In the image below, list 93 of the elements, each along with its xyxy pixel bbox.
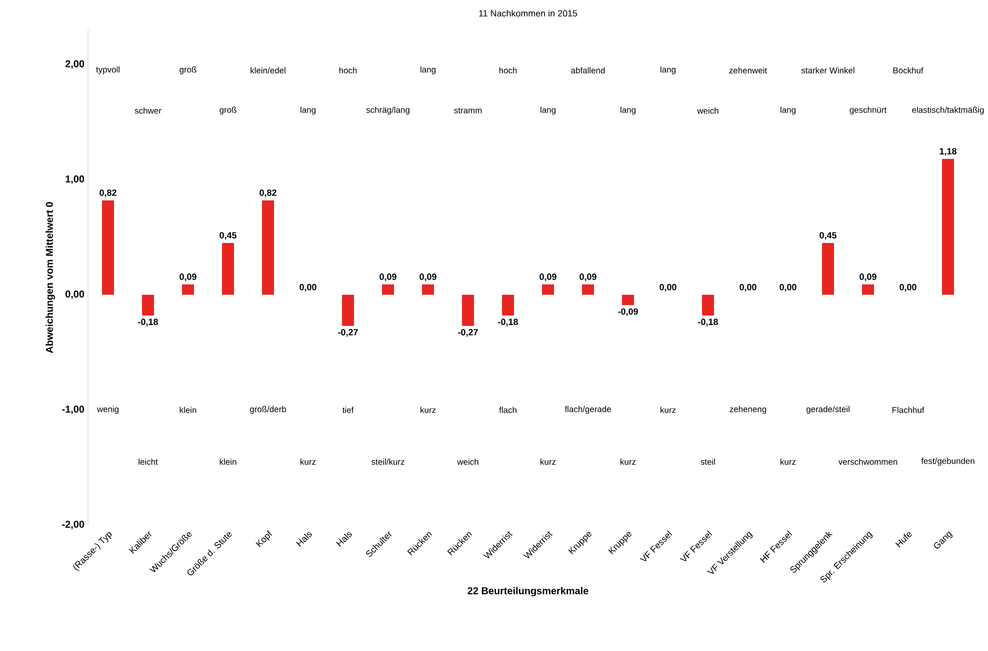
data-label: 0,09 bbox=[580, 274, 596, 282]
bar bbox=[382, 284, 394, 295]
data-label: 0,09 bbox=[180, 274, 196, 282]
data-label: -0,18 bbox=[138, 318, 158, 326]
data-label: 0,09 bbox=[380, 274, 396, 282]
y-tick-label: 1,00 bbox=[66, 175, 84, 184]
annotation: flach bbox=[499, 406, 516, 413]
bar bbox=[462, 294, 474, 326]
annotation: weich bbox=[697, 107, 718, 114]
data-label: -0,27 bbox=[338, 329, 358, 337]
annotation: tief bbox=[342, 406, 354, 413]
annotation: zehenweit bbox=[729, 67, 768, 74]
data-label: 0,45 bbox=[220, 232, 236, 240]
annotation: klein bbox=[220, 458, 236, 465]
data-label: -0,27 bbox=[458, 329, 478, 337]
bar bbox=[822, 242, 834, 295]
annotation: weich bbox=[457, 458, 478, 465]
data-label: -0,09 bbox=[618, 308, 638, 316]
bar bbox=[142, 294, 154, 316]
bar bbox=[222, 242, 234, 295]
y-tick-label: 2,00 bbox=[65, 60, 84, 69]
data-label: 0,00 bbox=[740, 284, 756, 292]
data-label: 0,09 bbox=[860, 274, 876, 282]
data-label: 0,45 bbox=[820, 232, 836, 240]
annotation: steil bbox=[700, 458, 715, 465]
annotation: Bockhuf bbox=[893, 67, 924, 74]
annotation: groß bbox=[220, 106, 236, 115]
annotation: leicht bbox=[138, 458, 158, 465]
annotation: stramm bbox=[454, 108, 482, 114]
annotation: zeheneng bbox=[730, 406, 766, 414]
data-label: 0,00 bbox=[900, 284, 916, 292]
bar bbox=[422, 284, 434, 295]
annotation: klein bbox=[180, 406, 196, 413]
annotation: lang bbox=[300, 106, 316, 115]
bar bbox=[182, 284, 194, 295]
annotation: verschwommen bbox=[838, 458, 898, 465]
annotation: kurz bbox=[300, 458, 316, 465]
annotation: wenig bbox=[96, 406, 119, 414]
annotation: fest/gebunden bbox=[921, 458, 974, 466]
bar bbox=[702, 294, 714, 316]
annotation: elastisch/taktmäßig bbox=[912, 106, 984, 115]
y-tick-label: -1,00 bbox=[62, 406, 84, 414]
chart-title: 11 Nachkommen in 2015 bbox=[479, 10, 578, 17]
data-label: 0,00 bbox=[660, 284, 676, 292]
annotation: abfallend bbox=[571, 67, 605, 74]
annotation: kurz bbox=[780, 458, 796, 465]
y-tick-label: -2,00 bbox=[62, 520, 84, 530]
bar bbox=[342, 294, 354, 326]
y-tick-label: 0,00 bbox=[65, 290, 84, 300]
x-axis-title: 22 Beurteilungsmerkmale bbox=[468, 586, 588, 596]
annotation: flach/gerade bbox=[564, 406, 611, 414]
x-tick-label: Hals bbox=[296, 532, 312, 547]
data-label: 0,82 bbox=[260, 190, 276, 198]
annotation: groß/derb bbox=[250, 406, 286, 414]
data-label: 0,82 bbox=[100, 190, 116, 198]
data-label: 0,09 bbox=[420, 274, 436, 282]
annotation: lang bbox=[420, 66, 436, 74]
annotation: hoch bbox=[339, 67, 357, 74]
annotation: kurz bbox=[540, 458, 556, 465]
data-label: 0,00 bbox=[780, 284, 796, 292]
bar bbox=[502, 294, 514, 316]
data-label: -0,18 bbox=[698, 318, 718, 326]
annotation: gerade/steil bbox=[806, 406, 850, 414]
annotation: schwer bbox=[134, 107, 162, 114]
annotation: klein/edel bbox=[250, 67, 286, 74]
bar bbox=[942, 158, 954, 295]
annotation: groß bbox=[180, 66, 196, 74]
bar bbox=[582, 284, 594, 295]
annotation: lang bbox=[540, 106, 556, 115]
data-label: -0,18 bbox=[498, 318, 518, 326]
annotation: lang bbox=[660, 66, 676, 74]
annotation: geschnürt bbox=[850, 106, 887, 115]
annotation: steil/kurz bbox=[372, 458, 404, 465]
data-label: 1,18 bbox=[940, 148, 956, 156]
annotation: lang bbox=[780, 106, 796, 115]
annotation: Flachhuf bbox=[892, 406, 924, 413]
bar bbox=[622, 294, 634, 306]
bar bbox=[262, 200, 274, 295]
data-label: 0,00 bbox=[300, 284, 316, 292]
annotation: starker Winkel bbox=[801, 67, 854, 74]
data-label: 0,09 bbox=[540, 274, 556, 282]
annotation: hoch bbox=[499, 67, 517, 74]
annotation: typvoll bbox=[96, 66, 120, 74]
annotation: kurz bbox=[420, 406, 436, 413]
bar bbox=[862, 284, 874, 295]
bar bbox=[542, 284, 554, 295]
annotation: kurz bbox=[660, 406, 676, 413]
annotation: kurz bbox=[620, 458, 636, 465]
annotation: lang bbox=[620, 106, 636, 115]
annotation: schräg/lang bbox=[366, 106, 410, 115]
bar bbox=[102, 200, 114, 295]
x-tick-label: Hals bbox=[336, 532, 352, 547]
y-axis-title: Abweichungen vom Mittelwert 0 bbox=[46, 202, 55, 354]
